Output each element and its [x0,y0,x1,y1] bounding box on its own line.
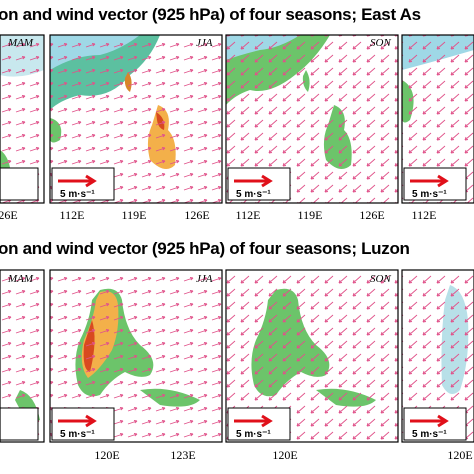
season-label: MAM [7,37,34,49]
panel [49,34,223,204]
season-label: SON [370,273,391,285]
x-tick-label: 112E [412,208,437,222]
scale-arrow [58,174,449,188]
x-tick-label: 126E [359,208,384,222]
x-tick-label: 112E [60,208,85,222]
season-label: JJA [196,273,213,285]
scale-arrow [58,414,449,428]
scale-label: 5 m·s⁻¹ [412,429,447,440]
panel [401,34,474,204]
x-tick-label: 126E [184,208,209,222]
scale-label: 5 m·s⁻¹ [60,429,95,440]
x-tick-label: 119E [298,208,323,222]
x-tick-label: 120E [447,448,472,462]
scale-label: 5 m·s⁻¹ [236,429,271,440]
season-label: MAM [7,273,34,285]
panel [0,269,45,443]
panel [225,269,399,443]
x-tick-label: 119E [122,208,147,222]
x-tick-label: 120E [272,448,297,462]
season-label: SON [370,37,391,49]
x-tick-label: 26E [0,208,18,222]
row-title: on and wind vector (925 hPa) of four sea… [0,5,421,24]
panel [0,34,45,204]
panel [225,34,399,204]
x-tick-label: 123E [170,448,195,462]
panel [401,269,474,443]
season-label: JJA [196,37,213,49]
scale-label: 5 m·s⁻¹ [412,189,447,200]
scale-label: 5 m·s⁻¹ [60,189,95,200]
x-tick-label: 112E [236,208,261,222]
row-title: on and wind vector (925 hPa) of four sea… [0,239,410,258]
panel [49,269,223,443]
scale-label: 5 m·s⁻¹ [236,189,271,200]
x-tick-label: 120E [94,448,119,462]
